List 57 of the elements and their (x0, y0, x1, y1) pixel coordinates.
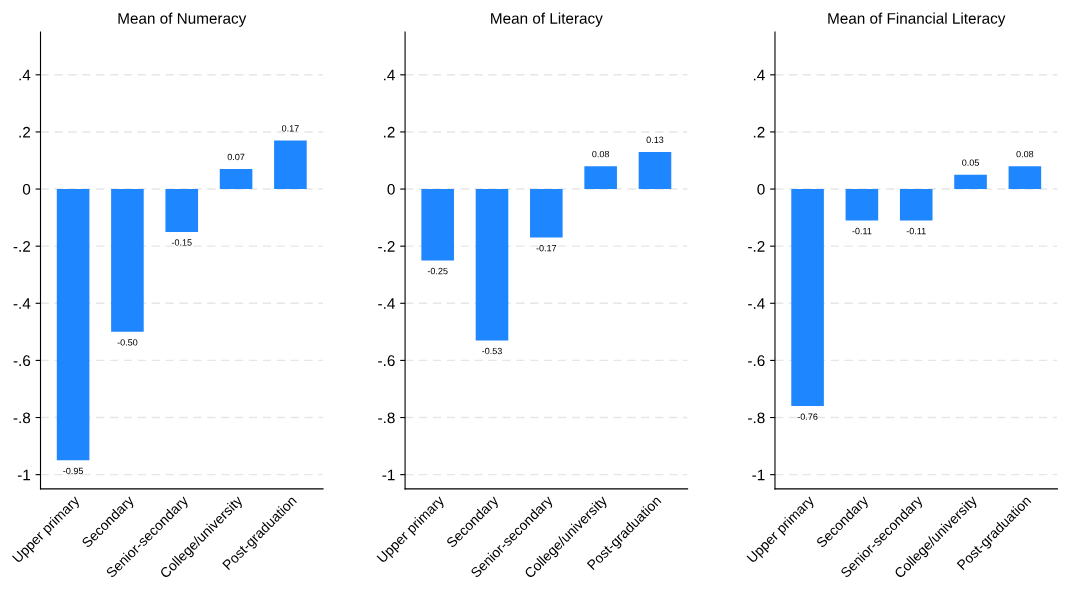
y-tick-label: -1 (382, 469, 395, 481)
data-label: 0.08 (592, 150, 610, 158)
y-tick-label: 0 (387, 183, 395, 195)
bar (845, 189, 879, 221)
chart-title: Mean of Literacy (491, 12, 603, 27)
y-tick-label: -.4 (748, 298, 765, 309)
data-label: 0.05 (962, 159, 979, 166)
data-label: -0.76 (797, 413, 818, 420)
bar (584, 166, 617, 190)
data-label: 0.13 (646, 136, 664, 143)
y-tick-label: -.6 (13, 355, 31, 367)
bar (56, 189, 90, 461)
chart-title: Mean of Financial Literacy (828, 12, 1006, 27)
data-label: -0.11 (852, 227, 872, 235)
y-tick-label: 0 (757, 183, 765, 195)
y-tick-label: -.8 (378, 412, 395, 424)
y-tick-label: -.2 (378, 241, 395, 252)
bar (899, 189, 933, 221)
data-label: -0.11 (906, 227, 926, 235)
data-label: 0.17 (281, 125, 299, 132)
y-tick-label: -.4 (378, 298, 395, 309)
bar (530, 189, 563, 238)
y-tick-label: .2 (753, 126, 765, 138)
y-tick-label: -1 (17, 469, 31, 481)
bar (638, 151, 672, 190)
y-tick-label: .4 (384, 69, 395, 81)
bar (219, 169, 253, 190)
y-tick-label: .4 (753, 69, 765, 81)
data-label: 0.08 (1016, 150, 1034, 158)
y-tick-label: -.8 (13, 412, 31, 424)
y-tick-label: -.8 (748, 412, 765, 424)
data-label: -0.50 (117, 339, 138, 346)
y-tick-label: 0 (22, 183, 31, 195)
bar (1008, 166, 1042, 190)
data-label: -0.15 (171, 239, 192, 246)
data-label: -0.17 (536, 244, 557, 252)
y-tick-label: -.6 (378, 355, 395, 367)
bar (421, 189, 454, 261)
bar (274, 140, 307, 190)
data-label: -0.25 (427, 267, 448, 275)
bar (475, 189, 509, 341)
bar (165, 189, 199, 232)
y-tick-label: .2 (19, 126, 31, 138)
y-tick-label: -.2 (13, 241, 31, 252)
y-tick-label: .2 (384, 126, 395, 138)
y-tick-label: -.4 (13, 298, 31, 309)
y-tick-label: .4 (19, 69, 31, 81)
data-label: -0.95 (63, 467, 84, 475)
bar (791, 189, 824, 407)
bar (111, 189, 144, 332)
data-label: -0.53 (482, 347, 502, 355)
chart-title: Mean of Numeracy (118, 12, 247, 27)
y-tick-label: -.6 (748, 355, 765, 367)
data-label: 0.07 (227, 153, 245, 161)
bar (954, 174, 987, 190)
y-tick-label: -1 (752, 469, 765, 481)
y-tick-label: -.2 (748, 241, 765, 252)
